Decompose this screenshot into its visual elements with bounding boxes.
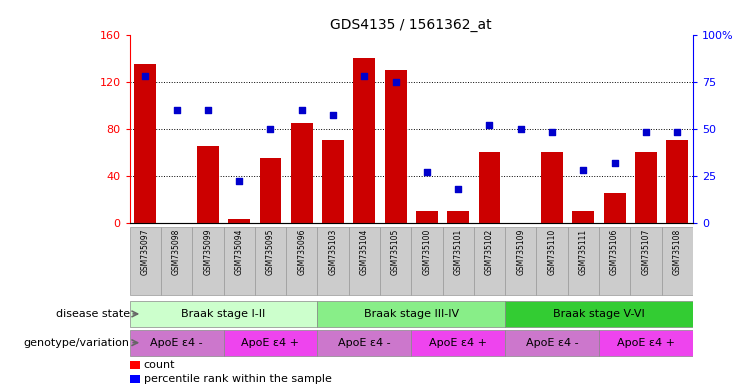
Bar bbox=[290, 123, 313, 223]
Text: Braak stage III-IV: Braak stage III-IV bbox=[364, 309, 459, 319]
Bar bbox=[568, 227, 599, 295]
Bar bbox=[259, 158, 282, 223]
Point bbox=[546, 129, 558, 136]
Text: ApoE ε4 +: ApoE ε4 + bbox=[242, 338, 299, 348]
Text: GSM735099: GSM735099 bbox=[203, 229, 213, 275]
Point bbox=[202, 107, 214, 113]
Bar bbox=[411, 330, 505, 356]
Bar bbox=[448, 211, 469, 223]
Text: GSM735106: GSM735106 bbox=[610, 229, 619, 275]
Point bbox=[608, 159, 620, 166]
Bar bbox=[572, 211, 594, 223]
Bar bbox=[317, 330, 411, 356]
Bar bbox=[635, 152, 657, 223]
Text: GSM735107: GSM735107 bbox=[642, 229, 651, 275]
Text: Braak stage V-VI: Braak stage V-VI bbox=[553, 309, 645, 319]
Bar bbox=[317, 227, 349, 295]
Bar bbox=[380, 227, 411, 295]
Point bbox=[233, 178, 245, 184]
Bar bbox=[353, 58, 375, 223]
Bar bbox=[161, 227, 192, 295]
Text: GSM735104: GSM735104 bbox=[360, 229, 369, 275]
Text: GSM735101: GSM735101 bbox=[453, 229, 462, 275]
Bar bbox=[411, 227, 442, 295]
Text: GSM735095: GSM735095 bbox=[266, 229, 275, 275]
Point bbox=[265, 126, 276, 132]
Text: Braak stage I-II: Braak stage I-II bbox=[182, 309, 266, 319]
Text: ApoE ε4 +: ApoE ε4 + bbox=[429, 338, 487, 348]
Bar bbox=[631, 227, 662, 295]
Point bbox=[484, 122, 496, 128]
Point bbox=[577, 167, 589, 173]
Bar bbox=[197, 146, 219, 223]
Bar bbox=[130, 375, 140, 382]
Point bbox=[139, 73, 151, 79]
Text: GSM735105: GSM735105 bbox=[391, 229, 400, 275]
Bar bbox=[505, 301, 693, 327]
Bar bbox=[224, 227, 255, 295]
Bar bbox=[134, 64, 156, 223]
Point bbox=[421, 169, 433, 175]
Text: ApoE ε4 -: ApoE ε4 - bbox=[525, 338, 579, 348]
Bar bbox=[224, 330, 317, 356]
Bar bbox=[666, 141, 688, 223]
Text: GSM735098: GSM735098 bbox=[172, 229, 181, 275]
Text: disease state: disease state bbox=[56, 309, 130, 319]
Bar bbox=[599, 227, 631, 295]
Bar bbox=[442, 227, 473, 295]
Point bbox=[390, 79, 402, 85]
Bar bbox=[130, 361, 140, 369]
Bar bbox=[286, 227, 317, 295]
Bar bbox=[228, 219, 250, 223]
Text: count: count bbox=[144, 360, 176, 370]
Bar bbox=[130, 301, 317, 327]
Bar bbox=[505, 330, 599, 356]
Point bbox=[640, 129, 652, 136]
Text: GSM735111: GSM735111 bbox=[579, 229, 588, 275]
Text: GSM735096: GSM735096 bbox=[297, 229, 306, 275]
Bar bbox=[130, 330, 224, 356]
Bar bbox=[599, 330, 693, 356]
Text: genotype/variation: genotype/variation bbox=[24, 338, 130, 348]
Text: GSM735103: GSM735103 bbox=[328, 229, 338, 275]
Bar bbox=[604, 193, 625, 223]
Text: GSM735108: GSM735108 bbox=[673, 229, 682, 275]
Point bbox=[515, 126, 527, 132]
Bar bbox=[192, 227, 224, 295]
Bar bbox=[130, 227, 161, 295]
Bar bbox=[473, 227, 505, 295]
Text: GSM735110: GSM735110 bbox=[548, 229, 556, 275]
Point bbox=[327, 113, 339, 119]
Text: GSM735100: GSM735100 bbox=[422, 229, 431, 275]
Bar bbox=[505, 227, 536, 295]
Text: ApoE ε4 +: ApoE ε4 + bbox=[617, 338, 675, 348]
Text: percentile rank within the sample: percentile rank within the sample bbox=[144, 374, 332, 384]
Bar bbox=[541, 152, 563, 223]
Bar bbox=[349, 227, 380, 295]
Point bbox=[296, 107, 308, 113]
Point bbox=[170, 107, 182, 113]
Text: GSM735102: GSM735102 bbox=[485, 229, 494, 275]
Bar bbox=[322, 141, 344, 223]
Text: ApoE ε4 -: ApoE ε4 - bbox=[150, 338, 203, 348]
Bar bbox=[416, 211, 438, 223]
Bar bbox=[662, 227, 693, 295]
Text: ApoE ε4 -: ApoE ε4 - bbox=[338, 338, 391, 348]
Point bbox=[359, 73, 370, 79]
Bar bbox=[255, 227, 286, 295]
Point bbox=[452, 186, 464, 192]
Bar bbox=[479, 152, 500, 223]
Bar bbox=[536, 227, 568, 295]
Text: GSM735097: GSM735097 bbox=[141, 229, 150, 275]
Title: GDS4135 / 1561362_at: GDS4135 / 1561362_at bbox=[330, 18, 492, 32]
Bar bbox=[317, 301, 505, 327]
Text: GSM735109: GSM735109 bbox=[516, 229, 525, 275]
Text: GSM735094: GSM735094 bbox=[235, 229, 244, 275]
Point bbox=[671, 129, 683, 136]
Bar bbox=[385, 70, 407, 223]
